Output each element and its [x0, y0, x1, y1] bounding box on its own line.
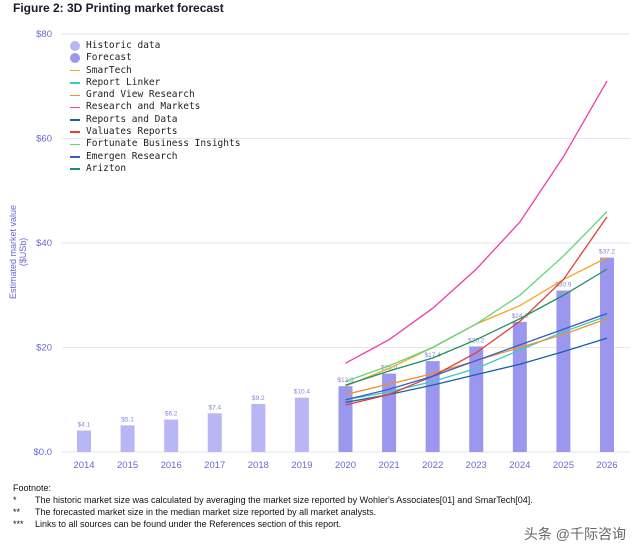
footnote-heading: Footnote:	[13, 483, 52, 493]
legend-swatch	[70, 94, 80, 97]
footnote-mark: *	[13, 495, 17, 505]
bar-2024	[512, 321, 527, 452]
legend-label: Grand View Research	[86, 89, 195, 101]
footnote-item: *** Links to all sources can be found un…	[13, 518, 573, 530]
x-tick-label: 2016	[161, 460, 182, 471]
legend-item: Historic data	[70, 40, 240, 52]
footnote-text: Links to all sources can be found under …	[35, 519, 342, 529]
legend-swatch	[70, 53, 80, 64]
x-tick-label: 2026	[596, 460, 617, 471]
series-line-arizton	[345, 268, 608, 386]
bar-2020	[338, 386, 353, 452]
bar-2023	[469, 346, 484, 452]
bar-value-label: $24.9	[512, 313, 529, 320]
bar-value-label: $6.2	[165, 411, 178, 418]
footnote-mark: ***	[13, 519, 24, 529]
legend-item: Grand View Research	[70, 89, 240, 101]
bar-2019	[294, 397, 309, 452]
bar-2016	[164, 419, 179, 452]
bar-value-label: $20.2	[468, 337, 485, 344]
legend-swatch	[70, 69, 80, 72]
bar-value-label: $30.9	[555, 282, 572, 289]
legend-swatch	[70, 41, 80, 52]
bar-2025	[556, 290, 571, 452]
x-tick-label: 2015	[117, 460, 138, 471]
x-tick-label: 2021	[379, 460, 400, 471]
bar-value-label: $7.4	[208, 404, 221, 411]
legend-item: Emergen Research	[70, 151, 240, 163]
legend-item: Research and Markets	[70, 101, 240, 113]
y-tick-label: $60	[36, 134, 52, 145]
legend-label: Report Linker	[86, 76, 161, 88]
legend-swatch	[70, 82, 80, 84]
x-tick-label: 2019	[291, 460, 312, 471]
legend-label: Research and Markets	[86, 101, 201, 113]
series-line-report-linker	[345, 315, 608, 401]
footnote-text: The historic market size was calculated …	[35, 495, 533, 505]
bar-2015	[120, 425, 135, 452]
bar-value-label: $5.1	[121, 416, 134, 423]
chart-legend: Historic data Forecast SmarTech Report Link…	[70, 40, 240, 175]
x-tick-label: 2020	[335, 460, 356, 471]
legend-item: Forecast	[70, 52, 240, 64]
legend-item: Reports and Data	[70, 114, 240, 126]
bar-value-label: $37.2	[599, 249, 616, 256]
x-tick-label: 2025	[553, 460, 574, 471]
series-line-emergen-research	[345, 312, 608, 401]
bar-value-label: $9.2	[252, 395, 265, 402]
legend-label: Emergen Research	[86, 150, 178, 162]
x-tick-label: 2018	[248, 460, 269, 471]
legend-item: SmarTech	[70, 65, 240, 77]
legend-swatch	[70, 156, 80, 158]
legend-label: Arizton	[86, 162, 127, 174]
legend-label: Reports and Data	[86, 113, 178, 125]
footnote: Footnote: * The historic market size was…	[13, 482, 573, 530]
bar-2026	[600, 257, 614, 452]
y-tick-label: $40	[36, 238, 52, 249]
footnote-mark: **	[13, 507, 21, 517]
legend-label: Fortunate Business Insights	[86, 138, 241, 150]
bar-value-label: $17.4	[425, 352, 442, 359]
legend-item: Report Linker	[70, 77, 240, 89]
legend-item: Valuates Reports	[70, 126, 240, 138]
x-tick-label: 2024	[509, 460, 530, 471]
x-tick-label: 2014	[73, 460, 94, 471]
legend-label: SmarTech	[86, 64, 132, 76]
figure-title: Figure 2: 3D Printing market forecast	[13, 1, 224, 15]
footnote-item: * The historic market size was calculate…	[13, 494, 573, 506]
footnote-text: The forecasted market size in the median…	[35, 507, 377, 517]
x-tick-label: 2023	[466, 460, 487, 471]
legend-label: Valuates Reports	[86, 126, 178, 138]
series-line-valuates-reports	[345, 216, 608, 406]
x-tick-label: 2017	[204, 460, 225, 471]
watermark: 头条 @千际咨询	[523, 526, 626, 542]
y-tick-label: $0.0	[34, 447, 53, 458]
bar-value-label: $12.6	[337, 377, 354, 384]
legend-swatch	[70, 106, 80, 109]
bar-value-label: $4.1	[78, 422, 91, 429]
legend-swatch	[70, 119, 80, 121]
series-line-research-and-markets	[345, 80, 608, 364]
chart-canvas: $0.0 $20 $40 $60 $80 $4.1 $5.1 $6.2 $7.4 $9.2 $10.…	[34, 29, 630, 471]
footnote-item: ** The forecasted market size in the med…	[13, 506, 573, 518]
bar-value-label: $10.4	[294, 389, 311, 396]
series-line-fortunate-business-insights	[345, 211, 608, 383]
legend-swatch	[70, 168, 80, 170]
legend-swatch	[70, 143, 80, 146]
legend-item: Fortunate Business Insights	[70, 138, 240, 150]
bar-2017	[207, 413, 222, 452]
legend-item: Arizton	[70, 163, 240, 175]
y-tick-label: $80	[36, 29, 52, 40]
y-tick-label: $20	[36, 343, 52, 354]
legend-swatch	[70, 131, 80, 133]
legend-label: Historic data	[86, 40, 161, 51]
bar-2018	[251, 403, 266, 452]
bar-2014	[77, 430, 91, 452]
x-tick-label: 2022	[422, 460, 443, 471]
legend-label: Forecast	[86, 52, 132, 64]
